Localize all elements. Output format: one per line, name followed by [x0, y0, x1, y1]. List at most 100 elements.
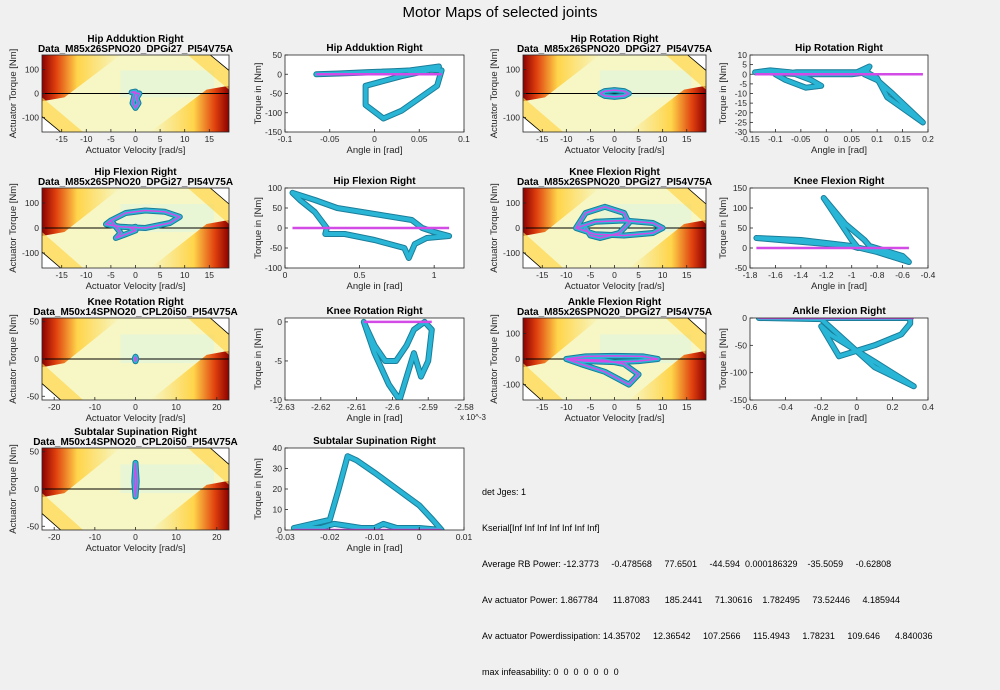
- y-tick-label: 5: [742, 60, 747, 70]
- x-tick-label: 0.05: [411, 134, 428, 144]
- y-tick-label: -100: [503, 248, 520, 258]
- x-tick-label: -0.1: [768, 134, 783, 144]
- x-tick-label: -15: [56, 134, 69, 144]
- x-tick-label: -2.63: [275, 402, 295, 412]
- chart-title: Knee Flexion Right: [569, 167, 660, 178]
- y-tick-label: 100: [25, 64, 39, 74]
- heatmap-limit-line: [42, 383, 61, 400]
- x-tick-label: 10: [171, 402, 181, 412]
- figure-title: Motor Maps of selected joints: [402, 4, 598, 21]
- chart-1: -0.1 -0.05 0 0.05 0.1 -150 -100 -50 0 50 Angle in …: [253, 43, 470, 156]
- x-axis-label: Actuator Velocity [rad/s]: [86, 413, 186, 424]
- info-line-det: det Jges: 1: [482, 487, 527, 497]
- y-tick-label: -50: [735, 340, 748, 350]
- chart-9: -2.63 -2.62 -2.61 -2.6 -2.59 -2.58 -10 -5 0 x 10^…: [253, 306, 487, 424]
- x-tick-label: -2.6: [385, 402, 400, 412]
- heatmap-hot-bottom-right: [629, 85, 706, 132]
- x-tick-label: 5: [636, 402, 641, 412]
- y-tick-label: 0: [515, 354, 520, 364]
- trajectory-highlight: [575, 206, 664, 239]
- heatmap-warm-top-right: [187, 188, 229, 224]
- heatmap-hot-top-left: [523, 55, 600, 102]
- y-tick-label: 10: [738, 50, 748, 60]
- y-axis-label: Torque in [Nm]: [718, 63, 729, 125]
- heatmap-limit-line: [687, 188, 706, 205]
- x-tick-label: -10: [89, 402, 102, 412]
- chart-subtitle: Data_M85x26SPNO20_DPGi27_PI54V75A: [517, 307, 712, 318]
- x-tick-label: -0.02: [320, 532, 340, 542]
- trajectory-group: [131, 353, 140, 365]
- y-tick-label: -5: [274, 356, 282, 366]
- chart-title: Hip Rotation Right: [571, 34, 659, 45]
- trajectory-group: [289, 189, 453, 261]
- chart-8: -20 -10 0 10 20 -50 0 50 Actuator Velocity [rad/…: [8, 297, 238, 424]
- y-tick-label: 10: [273, 505, 283, 515]
- x-tick-label: -1.4: [794, 270, 809, 280]
- y-axis-label: Torque in [Nm]: [718, 197, 729, 259]
- x-axis-label: Angle in [rad]: [347, 543, 403, 554]
- y-tick-label: -150: [265, 127, 282, 137]
- info-panel: det Jges: 1 Kserial[Inf Inf Inf Inf Inf …: [482, 462, 933, 690]
- trajectory-highlight: [105, 209, 181, 239]
- heatmap-limit-line: [210, 55, 229, 71]
- chart-title: Hip Flexion Right: [333, 176, 416, 187]
- heatmap-warm-top-right: [665, 188, 706, 224]
- x-tick-label: 0.4: [922, 402, 934, 412]
- y-axis-label: Torque in [Nm]: [253, 197, 264, 259]
- x-tick-label: -10: [560, 134, 573, 144]
- y-tick-label: -100: [730, 368, 747, 378]
- y-tick-label: 0: [277, 525, 282, 535]
- heatmap-limit-line: [523, 116, 542, 132]
- heatmap-hot-bottom-right: [150, 350, 229, 400]
- x-axis-label: Actuator Velocity [rad/s]: [86, 145, 186, 156]
- heatmap-limit-line: [210, 448, 229, 465]
- x-tick-label: 0.1: [458, 134, 470, 144]
- y-tick-label: -100: [22, 113, 39, 123]
- y-tick-label: -20: [735, 108, 748, 118]
- x-tick-label: -0.2: [814, 402, 829, 412]
- x-tick-label: -5: [587, 134, 595, 144]
- y-tick-label: 50: [30, 447, 40, 457]
- y-tick-label: 150: [733, 183, 747, 193]
- x-tick-label: 5: [158, 134, 163, 144]
- heatmap-hot-top-left: [42, 448, 121, 498]
- x-tick-label: 1: [432, 270, 437, 280]
- x-tick-label: -15: [536, 402, 549, 412]
- x-tick-label: 15: [682, 134, 692, 144]
- x-tick-label: 10: [658, 134, 668, 144]
- y-tick-label: 100: [733, 203, 747, 213]
- y-tick-label: 50: [738, 223, 748, 233]
- x-tick-label: 0: [133, 402, 138, 412]
- chart-subtitle: Data_M50x14SPNO20_CPL20i50_PI54V75A: [33, 307, 238, 318]
- y-tick-label: -50: [27, 391, 40, 401]
- heatmap-hot-bottom-right: [150, 480, 229, 530]
- x-tick-label: 0: [372, 134, 377, 144]
- axes-frame: [749, 317, 929, 401]
- chart-subtitle: Data_M85x26SPNO20_DPGi27_PI54V75A: [517, 44, 712, 55]
- y-tick-label: 0: [34, 484, 39, 494]
- x-tick-label: -20: [48, 532, 61, 542]
- x-tick-label: 0: [133, 134, 138, 144]
- x-tick-label: -0.05: [320, 134, 340, 144]
- x-tick-label: 5: [636, 270, 641, 280]
- x-tick-label: -5: [587, 402, 595, 412]
- chart-title: Ankle Flexion Right: [568, 297, 662, 308]
- x-axis-label: Angle in [rad]: [811, 413, 867, 424]
- x-tick-label: -15: [536, 270, 549, 280]
- x-tick-label: -10: [80, 270, 93, 280]
- y-tick-label: 100: [506, 328, 520, 338]
- x-exponent-label: x 10^-3: [460, 413, 487, 422]
- trajectory-highlight: [130, 90, 141, 109]
- y-tick-label: -100: [265, 263, 282, 273]
- y-tick-label: 100: [25, 198, 39, 208]
- info-line-actuator-power: Av actuator Power: 1.867784 11.87083 185…: [482, 595, 900, 605]
- x-tick-label: 10: [658, 270, 668, 280]
- x-axis-label: Angle in [rad]: [811, 281, 867, 292]
- chart-title: Subtalar Supination Right: [74, 427, 197, 438]
- trajectory-group: [128, 88, 143, 111]
- x-tick-label: 0: [612, 402, 617, 412]
- trajectory-group: [290, 453, 445, 530]
- x-tick-label: 0.01: [456, 532, 473, 542]
- y-tick-label: 0: [742, 243, 747, 253]
